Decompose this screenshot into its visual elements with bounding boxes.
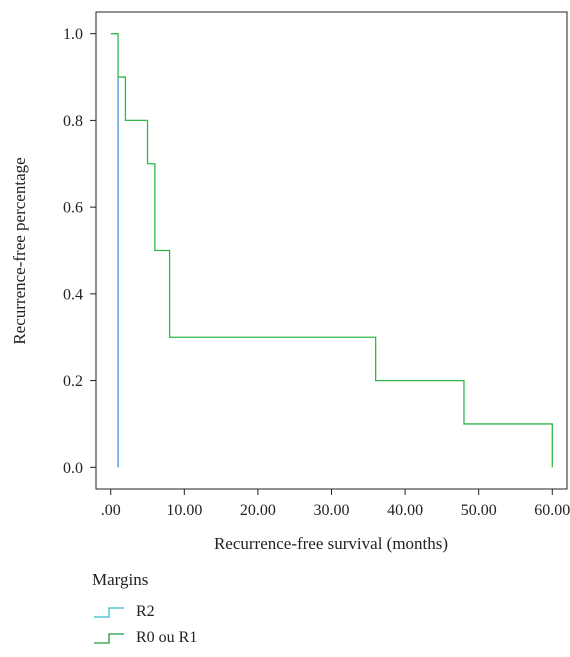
x-tick-label: .00 [101,502,121,519]
legend-item-r2: R2 [92,599,197,625]
y-tick-label: 0.4 [63,286,83,303]
km-chart: 0.0 0.2 0.4 0.6 0.8 1.0 .00 10.00 20.00 30.00 40.… [10,11,570,553]
legend-swatch-r0-r1 [94,633,124,644]
y-tick-label: 0.0 [63,460,83,477]
y-axis-ticks: 0.0 0.2 0.4 0.6 0.8 1.0 [63,26,96,477]
series-layer [110,33,553,468]
legend-label-r2: R2 [136,603,155,620]
y-axis-title: Recurrence-free percentage [10,157,29,344]
legend-item-r0-r1: R0 ou R1 [92,625,197,651]
y-tick-label: 0.2 [63,373,83,390]
x-axis-title: Recurrence-free survival (months) [214,534,448,553]
x-tick-label: 10.00 [166,502,202,519]
legend-title: Margins [92,570,149,589]
x-tick-label: 30.00 [314,502,350,519]
legend: Margins R2 R0 ou R1 [92,570,197,651]
y-tick-label: 0.8 [63,113,83,130]
x-tick-label: 40.00 [387,502,423,519]
x-tick-label: 20.00 [240,502,276,519]
y-tick-label: 1.0 [63,26,83,43]
legend-swatch-r2 [94,607,124,618]
x-tick-label: 50.00 [461,502,497,519]
y-tick-label: 0.6 [63,200,83,217]
x-axis-ticks: .00 10.00 20.00 30.00 40.00 50.00 60.00 [101,489,570,519]
series-line-r0-ou-r1 [110,33,553,468]
x-tick-label: 60.00 [534,502,570,519]
legend-label-r0-r1: R0 ou R1 [136,629,198,646]
